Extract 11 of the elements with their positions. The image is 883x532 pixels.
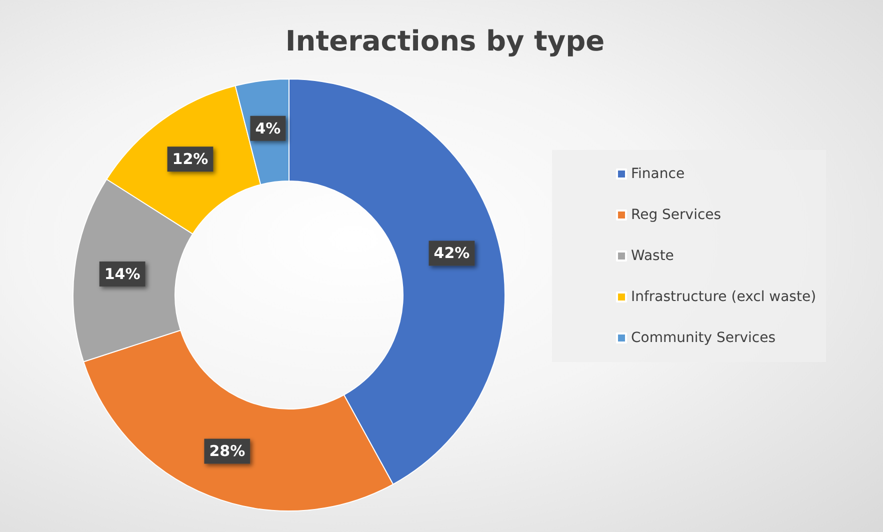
legend-label: Community Services	[631, 330, 776, 346]
data-label: 28%	[209, 442, 246, 460]
data-label: 42%	[434, 244, 470, 262]
data-label: 14%	[104, 264, 140, 283]
legend-label: Waste	[631, 248, 674, 264]
chart-title: Interactions by type	[285, 24, 605, 58]
legend-label: Infrastructure (excl waste)	[631, 289, 816, 305]
data-label: 4%	[255, 119, 281, 138]
legend-label: Reg Services	[631, 207, 722, 223]
data-label: 12%	[172, 150, 208, 168]
legend-label: Finance	[631, 166, 685, 182]
